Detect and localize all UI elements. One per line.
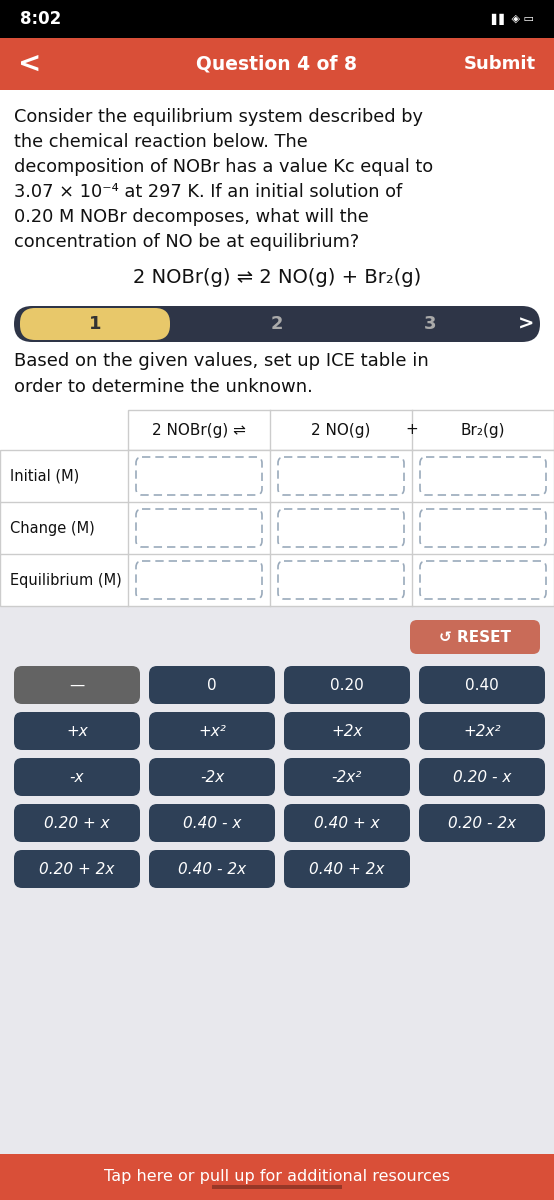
Text: 1: 1 bbox=[89, 314, 101, 332]
FancyBboxPatch shape bbox=[284, 712, 410, 750]
Text: 0.20 + 2x: 0.20 + 2x bbox=[39, 862, 115, 876]
Text: 0.20 - x: 0.20 - x bbox=[453, 769, 511, 785]
Text: —: — bbox=[69, 678, 85, 692]
Text: 0.40: 0.40 bbox=[465, 678, 499, 692]
Text: -2x²: -2x² bbox=[332, 769, 362, 785]
Text: 2: 2 bbox=[271, 314, 283, 332]
FancyBboxPatch shape bbox=[14, 804, 140, 842]
FancyBboxPatch shape bbox=[420, 457, 546, 494]
Text: +x: +x bbox=[66, 724, 88, 738]
Bar bbox=[0, 0, 554, 38]
Text: Equilibrium (M): Equilibrium (M) bbox=[10, 572, 122, 588]
FancyBboxPatch shape bbox=[14, 758, 140, 796]
FancyBboxPatch shape bbox=[284, 850, 410, 888]
Text: 0.20 + x: 0.20 + x bbox=[44, 816, 110, 830]
FancyBboxPatch shape bbox=[278, 509, 404, 547]
Text: 3.07 × 10⁻⁴ at 297 K. If an initial solution of: 3.07 × 10⁻⁴ at 297 K. If an initial solu… bbox=[14, 182, 402, 200]
FancyBboxPatch shape bbox=[149, 712, 275, 750]
Text: Based on the given values, set up ICE table in: Based on the given values, set up ICE ta… bbox=[14, 352, 429, 370]
Text: 2 NOBr(g) ⇌ 2 NO(g) + Br₂(g): 2 NOBr(g) ⇌ 2 NO(g) + Br₂(g) bbox=[133, 268, 421, 287]
Text: 0.40 + x: 0.40 + x bbox=[314, 816, 380, 830]
FancyBboxPatch shape bbox=[14, 850, 140, 888]
Text: Br₂(g): Br₂(g) bbox=[461, 422, 505, 438]
FancyBboxPatch shape bbox=[14, 306, 540, 342]
Text: 0.20 M NOBr decomposes, what will the: 0.20 M NOBr decomposes, what will the bbox=[14, 208, 369, 226]
Text: +2x²: +2x² bbox=[463, 724, 501, 738]
FancyBboxPatch shape bbox=[149, 850, 275, 888]
Text: decomposition of NOBr has a value Kc equal to: decomposition of NOBr has a value Kc equ… bbox=[14, 158, 433, 176]
Bar bbox=[0, 38, 554, 90]
FancyBboxPatch shape bbox=[419, 758, 545, 796]
Text: Change (M): Change (M) bbox=[10, 521, 95, 535]
Text: >: > bbox=[518, 314, 534, 334]
Bar bbox=[212, 1186, 342, 1189]
FancyBboxPatch shape bbox=[284, 666, 410, 704]
FancyBboxPatch shape bbox=[284, 758, 410, 796]
FancyBboxPatch shape bbox=[149, 666, 275, 704]
Text: 0: 0 bbox=[207, 678, 217, 692]
Text: 0.40 - x: 0.40 - x bbox=[183, 816, 241, 830]
Text: Tap here or pull up for additional resources: Tap here or pull up for additional resou… bbox=[104, 1170, 450, 1184]
Text: -x: -x bbox=[70, 769, 84, 785]
Text: ↺ RESET: ↺ RESET bbox=[439, 630, 511, 644]
Bar bbox=[0, 450, 554, 606]
Text: Question 4 of 8: Question 4 of 8 bbox=[197, 54, 357, 73]
Text: -2x: -2x bbox=[200, 769, 224, 785]
FancyBboxPatch shape bbox=[284, 804, 410, 842]
FancyBboxPatch shape bbox=[410, 620, 540, 654]
Text: +2x: +2x bbox=[331, 724, 363, 738]
FancyBboxPatch shape bbox=[136, 457, 262, 494]
FancyBboxPatch shape bbox=[419, 712, 545, 750]
Bar bbox=[128, 410, 554, 450]
Bar bbox=[0, 606, 554, 1200]
Text: 0.20: 0.20 bbox=[330, 678, 364, 692]
FancyBboxPatch shape bbox=[14, 712, 140, 750]
Text: 0.20 - 2x: 0.20 - 2x bbox=[448, 816, 516, 830]
Text: <: < bbox=[18, 50, 42, 78]
FancyBboxPatch shape bbox=[278, 560, 404, 599]
FancyBboxPatch shape bbox=[419, 666, 545, 704]
FancyBboxPatch shape bbox=[136, 560, 262, 599]
FancyBboxPatch shape bbox=[419, 804, 545, 842]
Text: the chemical reaction below. The: the chemical reaction below. The bbox=[14, 133, 308, 151]
Text: Consider the equilibrium system described by: Consider the equilibrium system describe… bbox=[14, 108, 423, 126]
Text: ▌▌ ◈ ▭: ▌▌ ◈ ▭ bbox=[491, 13, 534, 25]
Text: 0.40 + 2x: 0.40 + 2x bbox=[309, 862, 384, 876]
FancyBboxPatch shape bbox=[278, 457, 404, 494]
Text: Initial (M): Initial (M) bbox=[10, 468, 79, 484]
Text: order to determine the unknown.: order to determine the unknown. bbox=[14, 378, 313, 396]
Text: Submit: Submit bbox=[464, 55, 536, 73]
Bar bbox=[0, 1154, 554, 1200]
Text: 3: 3 bbox=[424, 314, 436, 332]
FancyBboxPatch shape bbox=[149, 804, 275, 842]
FancyBboxPatch shape bbox=[149, 758, 275, 796]
Text: 0.40 - 2x: 0.40 - 2x bbox=[178, 862, 246, 876]
FancyBboxPatch shape bbox=[136, 509, 262, 547]
FancyBboxPatch shape bbox=[14, 666, 140, 704]
Text: 2 NOBr(g) ⇌: 2 NOBr(g) ⇌ bbox=[152, 422, 246, 438]
Text: +: + bbox=[406, 422, 418, 438]
FancyBboxPatch shape bbox=[420, 560, 546, 599]
Text: concentration of NO be at equilibrium?: concentration of NO be at equilibrium? bbox=[14, 233, 359, 251]
Text: +x²: +x² bbox=[198, 724, 226, 738]
FancyBboxPatch shape bbox=[420, 509, 546, 547]
FancyBboxPatch shape bbox=[20, 308, 170, 340]
Text: 2 NO(g): 2 NO(g) bbox=[311, 422, 371, 438]
Text: 8:02: 8:02 bbox=[20, 10, 61, 28]
